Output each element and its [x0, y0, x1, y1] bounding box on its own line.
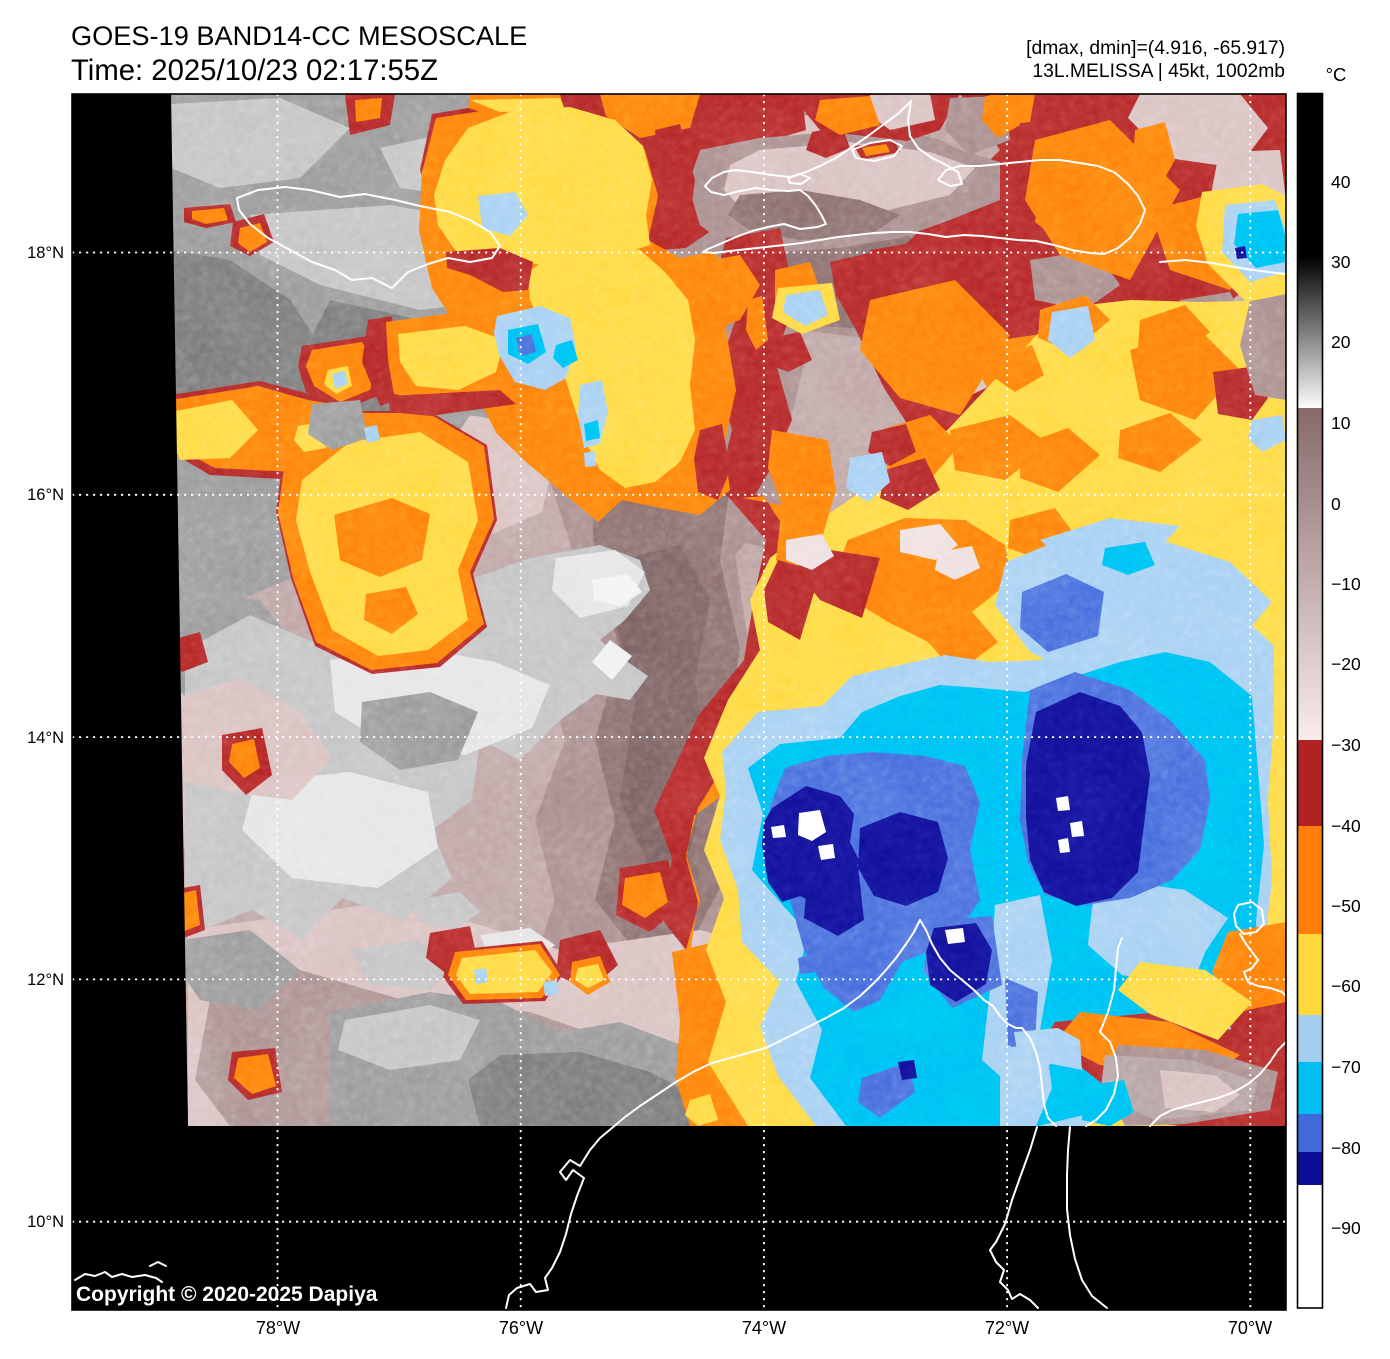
svg-text:14°N: 14°N — [27, 729, 64, 747]
svg-text:30: 30 — [1331, 252, 1351, 272]
svg-text:12°N: 12°N — [27, 971, 64, 989]
svg-text:−70: −70 — [1331, 1057, 1361, 1077]
svg-text:76°W: 76°W — [499, 1318, 543, 1338]
svg-text:−80: −80 — [1331, 1138, 1361, 1158]
svg-text:[dmax, dmin]=(4.916, -65.917): [dmax, dmin]=(4.916, -65.917) — [1026, 38, 1285, 59]
svg-text:72°W: 72°W — [985, 1318, 1029, 1338]
svg-text:74°W: 74°W — [742, 1318, 786, 1338]
svg-text:40: 40 — [1331, 172, 1351, 192]
svg-text:18°N: 18°N — [27, 244, 64, 262]
svg-text:−20: −20 — [1331, 654, 1361, 674]
svg-text:Copyright © 2020-2025 Dapiya: Copyright © 2020-2025 Dapiya — [76, 1283, 378, 1306]
svg-text:0: 0 — [1331, 494, 1341, 514]
svg-text:−40: −40 — [1331, 816, 1361, 836]
svg-text:13L.MELISSA | 45kt, 1002mb: 13L.MELISSA | 45kt, 1002mb — [1032, 61, 1285, 82]
svg-text:−10: −10 — [1331, 574, 1361, 594]
svg-text:10: 10 — [1331, 413, 1351, 433]
svg-text:16°N: 16°N — [27, 486, 64, 504]
svg-text:°C: °C — [1326, 64, 1347, 85]
svg-text:20: 20 — [1331, 332, 1351, 352]
svg-text:−90: −90 — [1331, 1218, 1361, 1238]
svg-text:78°W: 78°W — [256, 1318, 300, 1338]
svg-text:−30: −30 — [1331, 735, 1361, 755]
svg-text:GOES-19 BAND14-CC MESOSCALE: GOES-19 BAND14-CC MESOSCALE — [71, 20, 527, 51]
svg-text:70°W: 70°W — [1228, 1318, 1272, 1338]
svg-text:−60: −60 — [1331, 976, 1361, 996]
svg-text:10°N: 10°N — [27, 1213, 64, 1231]
svg-text:Time: 2025/10/23 02:17:55Z: Time: 2025/10/23 02:17:55Z — [71, 54, 438, 87]
svg-text:−50: −50 — [1331, 896, 1361, 916]
